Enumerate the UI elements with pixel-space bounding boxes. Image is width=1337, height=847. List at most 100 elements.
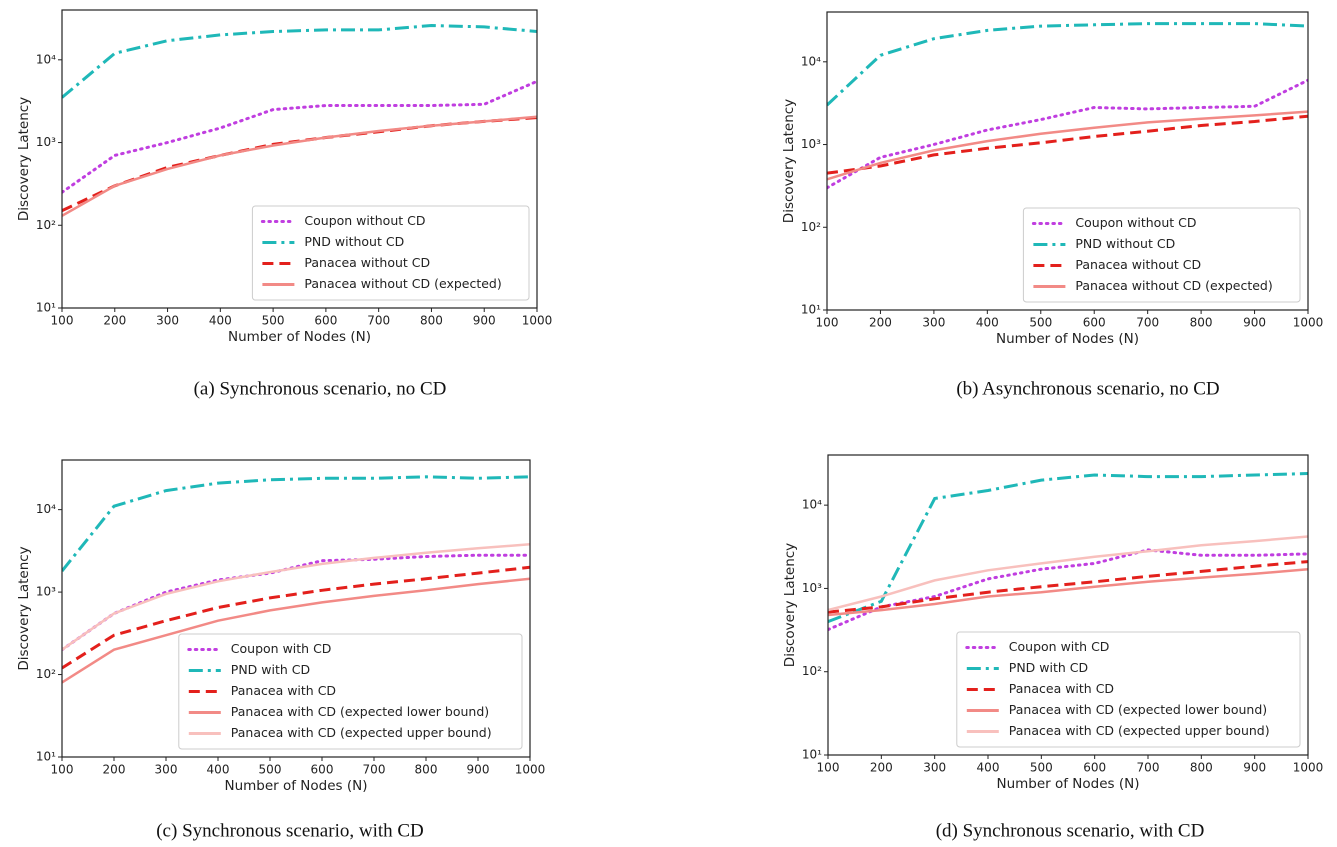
legend-label: Panacea with CD — [231, 683, 336, 698]
x-tick-label: 800 — [1190, 761, 1213, 775]
x-tick-label: 200 — [870, 761, 893, 775]
x-tick-label: 1000 — [522, 314, 553, 328]
legend-label: Panacea without CD — [1075, 257, 1201, 272]
series-line — [62, 116, 537, 213]
y-tick-label: 10³ — [801, 137, 821, 151]
caption: (d) Synchronous scenario, with CD — [936, 820, 1205, 841]
x-tick-label: 900 — [1243, 316, 1266, 330]
series-line — [828, 535, 1308, 612]
legend-label: Coupon without CD — [1075, 215, 1196, 230]
x-tick-label: 500 — [259, 763, 282, 777]
y-tick-label: 10³ — [802, 581, 822, 595]
x-tick-label: 100 — [51, 763, 74, 777]
x-tick-label: 500 — [1030, 761, 1053, 775]
x-axis-label: Number of Nodes (N) — [996, 331, 1139, 347]
y-tick-label: 10² — [36, 667, 56, 681]
legend-label: PND with CD — [231, 662, 310, 677]
series-line — [62, 577, 530, 684]
x-tick-label: 400 — [209, 314, 232, 328]
x-tick-label: 200 — [103, 763, 126, 777]
x-tick-label: 1000 — [1293, 761, 1324, 775]
x-tick-label: 800 — [420, 314, 443, 328]
caption: (b) Asynchronous scenario, no CD — [956, 378, 1219, 399]
x-tick-label: 100 — [817, 761, 840, 775]
x-tick-label: 900 — [467, 763, 490, 777]
y-axis-label: Discovery Latency — [782, 543, 798, 667]
plot-area — [62, 23, 537, 217]
x-tick-label: 300 — [155, 763, 178, 777]
legend-label: Panacea without CD (expected) — [304, 276, 501, 291]
x-tick-label: 700 — [363, 763, 386, 777]
series-line — [827, 114, 1308, 175]
x-tick-label: 900 — [473, 314, 496, 328]
plot-frame — [61, 459, 531, 758]
legend-label: PND without CD — [304, 234, 404, 249]
y-tick-label: 10⁴ — [801, 54, 821, 68]
y-axis-label: Discovery Latency — [16, 546, 32, 670]
x-tick-label: 300 — [156, 314, 179, 328]
y-tick-label: 10¹ — [801, 303, 821, 317]
series-line — [828, 548, 1308, 632]
plot-frame — [827, 454, 1309, 756]
x-tick-label: 500 — [262, 314, 285, 328]
series-line — [62, 543, 530, 651]
legend-label: Panacea with CD (expected lower bound) — [231, 704, 489, 719]
plot-area — [827, 22, 1308, 190]
x-tick-label: 700 — [1136, 316, 1159, 330]
y-tick-label: 10⁴ — [36, 52, 56, 66]
y-tick-label: 10² — [802, 664, 822, 678]
x-tick-label: 800 — [415, 763, 438, 777]
x-tick-label: 700 — [1137, 761, 1160, 775]
legend-box — [178, 633, 523, 750]
legend-label: Coupon with CD — [1009, 639, 1110, 654]
series-line — [827, 22, 1308, 107]
caption: (a) Synchronous scenario, no CD — [194, 378, 447, 399]
x-tick-label: 800 — [1190, 316, 1213, 330]
y-axis-label: Discovery Latency — [16, 97, 32, 221]
y-tick-label: 10⁴ — [802, 498, 822, 512]
series-line — [827, 110, 1308, 181]
y-tick-label: 10² — [801, 220, 821, 234]
series-line — [828, 560, 1308, 614]
plot-frame — [61, 9, 538, 309]
x-axis-label: Number of Nodes (N) — [224, 778, 367, 794]
x-tick-label: 300 — [922, 316, 945, 330]
x-tick-label: 200 — [103, 314, 126, 328]
series-line — [62, 565, 530, 670]
series-line — [828, 472, 1308, 624]
legend-box — [956, 631, 1301, 748]
legend-box — [251, 205, 530, 301]
plot-area — [828, 472, 1308, 632]
x-tick-label: 600 — [311, 763, 334, 777]
legend-label: Panacea without CD — [304, 255, 430, 270]
legend-label: Panacea with CD (expected lower bound) — [1009, 702, 1267, 717]
x-tick-label: 1000 — [515, 763, 546, 777]
series-line — [62, 23, 537, 99]
x-tick-label: 400 — [977, 761, 1000, 775]
legend-label: Coupon with CD — [231, 641, 332, 656]
x-tick-label: 600 — [1083, 761, 1106, 775]
legend-label: Panacea with CD (expected upper bound) — [1009, 723, 1270, 738]
x-tick-label: 500 — [1029, 316, 1052, 330]
x-tick-label: 100 — [816, 316, 839, 330]
y-tick-label: 10³ — [36, 135, 56, 149]
legend-label: PND without CD — [1075, 236, 1175, 251]
plot-frame — [826, 11, 1309, 311]
series-line — [828, 567, 1308, 617]
series-line — [827, 78, 1308, 190]
x-tick-label: 600 — [1083, 316, 1106, 330]
legend-label: Panacea with CD — [1009, 681, 1114, 696]
series-line — [62, 115, 537, 217]
plot-area — [62, 475, 530, 684]
y-tick-label: 10² — [36, 218, 56, 232]
legend-label: Panacea without CD (expected) — [1075, 278, 1272, 293]
y-tick-label: 10¹ — [36, 750, 56, 764]
y-tick-label: 10¹ — [802, 748, 822, 762]
x-tick-label: 1000 — [1293, 316, 1324, 330]
series-line — [62, 79, 537, 194]
x-tick-label: 400 — [207, 763, 230, 777]
x-tick-label: 300 — [923, 761, 946, 775]
x-axis-label: Number of Nodes (N) — [996, 776, 1139, 792]
y-tick-label: 10⁴ — [36, 502, 56, 516]
